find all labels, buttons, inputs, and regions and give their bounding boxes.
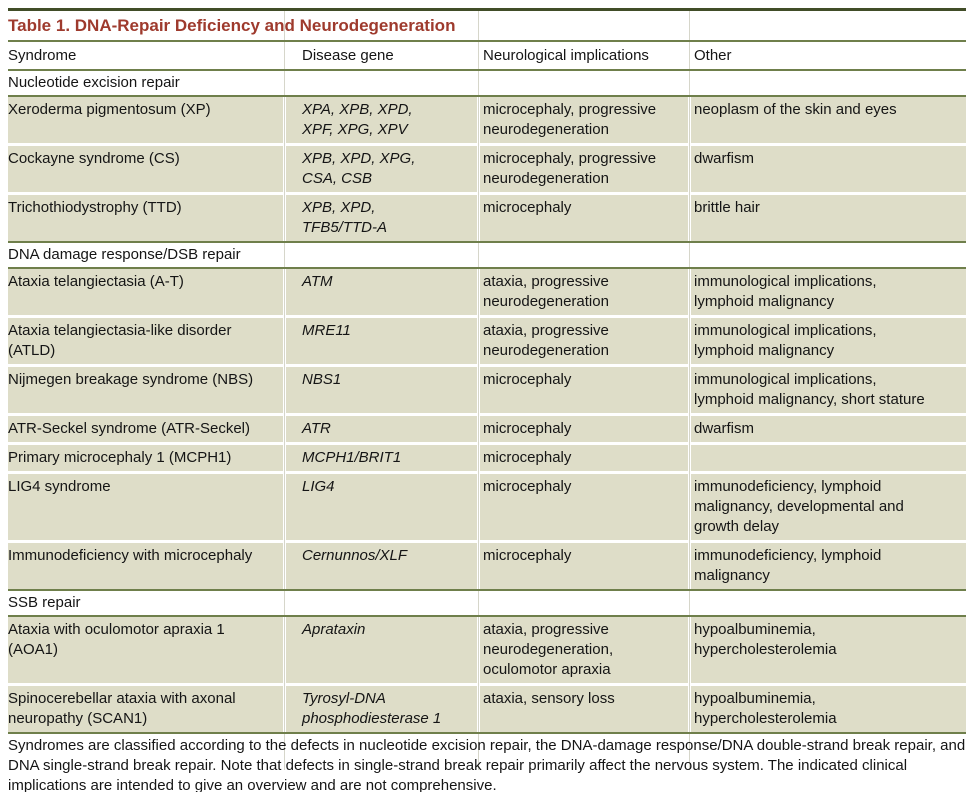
column-divider-line bbox=[284, 8, 285, 770]
cell-neurological-implications: microcephaly bbox=[480, 474, 688, 540]
cell-neurological-implications: ataxia, progressive neurodegeneration, o… bbox=[480, 617, 688, 683]
section-header-label: SSB repair bbox=[8, 594, 81, 611]
table-row: Cockayne syndrome (CS) XPB, XPD, XPG, CS… bbox=[8, 146, 966, 192]
cell-other: dwarfism bbox=[691, 416, 966, 442]
footnote-text: Syndromes are classified according to th… bbox=[8, 737, 966, 792]
cell-syndrome: Cockayne syndrome (CS) bbox=[8, 146, 283, 192]
cell-other: immunological implications, lymphoid mal… bbox=[691, 367, 966, 413]
cell-syndrome: ATR-Seckel syndrome (ATR-Seckel) bbox=[8, 416, 283, 442]
cell-other: immunological implications, lymphoid mal… bbox=[691, 318, 966, 364]
table-footnote: Syndromes are classified according to th… bbox=[8, 732, 966, 792]
cell-syndrome: Trichothiodystrophy (TTD) bbox=[8, 195, 283, 241]
table-row: Primary microcephaly 1 (MCPH1) MCPH1/BRI… bbox=[8, 445, 966, 471]
section-rows: Ataxia telangiectasia (A-T) ATM ataxia, … bbox=[8, 269, 966, 589]
column-header-disease-gene: Disease gene bbox=[302, 47, 394, 64]
cell-disease-gene: Tyrosyl-DNA phosphodiesterase 1 bbox=[286, 686, 477, 732]
table-row: Nijmegen breakage syndrome (NBS) NBS1 mi… bbox=[8, 367, 966, 413]
cell-neurological-implications: microcephaly bbox=[480, 416, 688, 442]
cell-syndrome: Xeroderma pigmentosum (XP) bbox=[8, 97, 283, 143]
cell-other bbox=[691, 445, 966, 471]
cell-neurological-implications: microcephaly bbox=[480, 445, 688, 471]
cell-syndrome: Ataxia telangiectasia (A-T) bbox=[8, 269, 283, 315]
table-row: Spinocerebellar ataxia with axonal neuro… bbox=[8, 686, 966, 732]
cell-neurological-implications: microcephaly, progressive neurodegenerat… bbox=[480, 146, 688, 192]
table-title: Table 1. DNA-Repair Deficiency and Neuro… bbox=[8, 16, 456, 35]
cell-syndrome: Nijmegen breakage syndrome (NBS) bbox=[8, 367, 283, 413]
table-row: ATR-Seckel syndrome (ATR-Seckel) ATR mic… bbox=[8, 416, 966, 442]
table-row: Ataxia telangiectasia-like disorder (ATL… bbox=[8, 318, 966, 364]
section-header-label: DNA damage response/DSB repair bbox=[8, 246, 241, 263]
cell-syndrome: Spinocerebellar ataxia with axonal neuro… bbox=[8, 686, 283, 732]
table-top-rule bbox=[8, 8, 966, 11]
cell-other: immunodeficiency, lymphoid malignancy, d… bbox=[691, 474, 966, 540]
cell-syndrome: Primary microcephaly 1 (MCPH1) bbox=[8, 445, 283, 471]
cell-neurological-implications: ataxia, progressive neurodegeneration bbox=[480, 269, 688, 315]
cell-neurological-implications: ataxia, progressive neurodegeneration bbox=[480, 318, 688, 364]
cell-disease-gene: XPA, XPB, XPD, XPF, XPG, XPV bbox=[286, 97, 477, 143]
cell-disease-gene: XPB, XPD, XPG, CSA, CSB bbox=[286, 146, 477, 192]
cell-neurological-implications: ataxia, sensory loss bbox=[480, 686, 688, 732]
cell-syndrome: Ataxia with oculomotor apraxia 1 (AOA1) bbox=[8, 617, 283, 683]
cell-neurological-implications: microcephaly, progressive neurodegenerat… bbox=[480, 97, 688, 143]
table-row: Xeroderma pigmentosum (XP) XPA, XPB, XPD… bbox=[8, 97, 966, 143]
table-row: Ataxia telangiectasia (A-T) ATM ataxia, … bbox=[8, 269, 966, 315]
cell-disease-gene: ATM bbox=[286, 269, 477, 315]
cell-other: immunodeficiency, lymphoid malignancy bbox=[691, 543, 966, 589]
cell-syndrome: Ataxia telangiectasia-like disorder (ATL… bbox=[8, 318, 283, 364]
cell-other: brittle hair bbox=[691, 195, 966, 241]
cell-disease-gene: MRE11 bbox=[286, 318, 477, 364]
table-row: Trichothiodystrophy (TTD) XPB, XPD, TFB5… bbox=[8, 195, 966, 241]
cell-other: hypoalbuminemia, hypercholesterolemia bbox=[691, 686, 966, 732]
cell-disease-gene: XPB, XPD, TFB5/TTD-A bbox=[286, 195, 477, 241]
table-section: SSB repair Ataxia with oculomotor apraxi… bbox=[8, 589, 966, 732]
cell-other: neoplasm of the skin and eyes bbox=[691, 97, 966, 143]
column-divider-line bbox=[689, 8, 690, 770]
cell-syndrome: LIG4 syndrome bbox=[8, 474, 283, 540]
column-header-neurological-implications: Neurological implications bbox=[483, 47, 649, 64]
section-rows: Ataxia with oculomotor apraxia 1 (AOA1) … bbox=[8, 617, 966, 732]
cell-disease-gene: ATR bbox=[286, 416, 477, 442]
section-header: Nucleotide excision repair bbox=[8, 69, 966, 97]
section-header: SSB repair bbox=[8, 589, 966, 617]
cell-disease-gene: NBS1 bbox=[286, 367, 477, 413]
cell-disease-gene: LIG4 bbox=[286, 474, 477, 540]
cell-neurological-implications: microcephaly bbox=[480, 367, 688, 413]
cell-syndrome: Immunodeficiency with microcephaly bbox=[8, 543, 283, 589]
table-section: Nucleotide excision repair Xeroderma pig… bbox=[8, 69, 966, 241]
table-row: LIG4 syndrome LIG4 microcephaly immunode… bbox=[8, 474, 966, 540]
table-title-band: Table 1. DNA-Repair Deficiency and Neuro… bbox=[8, 11, 966, 42]
table-row: Ataxia with oculomotor apraxia 1 (AOA1) … bbox=[8, 617, 966, 683]
cell-disease-gene: Cernunnos/XLF bbox=[286, 543, 477, 589]
cell-neurological-implications: microcephaly bbox=[480, 195, 688, 241]
section-rows: Xeroderma pigmentosum (XP) XPA, XPB, XPD… bbox=[8, 97, 966, 241]
column-header-row: Syndrome Disease gene Neurological impli… bbox=[8, 42, 966, 69]
column-header-other: Other bbox=[694, 47, 732, 64]
cell-other: dwarfism bbox=[691, 146, 966, 192]
cell-disease-gene: MCPH1/BRIT1 bbox=[286, 445, 477, 471]
column-divider-line bbox=[478, 8, 479, 770]
cell-other: immunological implications, lymphoid mal… bbox=[691, 269, 966, 315]
cell-other: hypoalbuminemia, hypercholesterolemia bbox=[691, 617, 966, 683]
section-header: DNA damage response/DSB repair bbox=[8, 241, 966, 269]
column-header-syndrome: Syndrome bbox=[8, 47, 77, 64]
table-body: Nucleotide excision repair Xeroderma pig… bbox=[8, 69, 966, 732]
cell-neurological-implications: microcephaly bbox=[480, 543, 688, 589]
table: Table 1. DNA-Repair Deficiency and Neuro… bbox=[8, 8, 966, 792]
cell-disease-gene: Aprataxin bbox=[286, 617, 477, 683]
table-row: Immunodeficiency with microcephaly Cernu… bbox=[8, 543, 966, 589]
section-header-label: Nucleotide excision repair bbox=[8, 74, 180, 91]
table-section: DNA damage response/DSB repair Ataxia te… bbox=[8, 241, 966, 589]
